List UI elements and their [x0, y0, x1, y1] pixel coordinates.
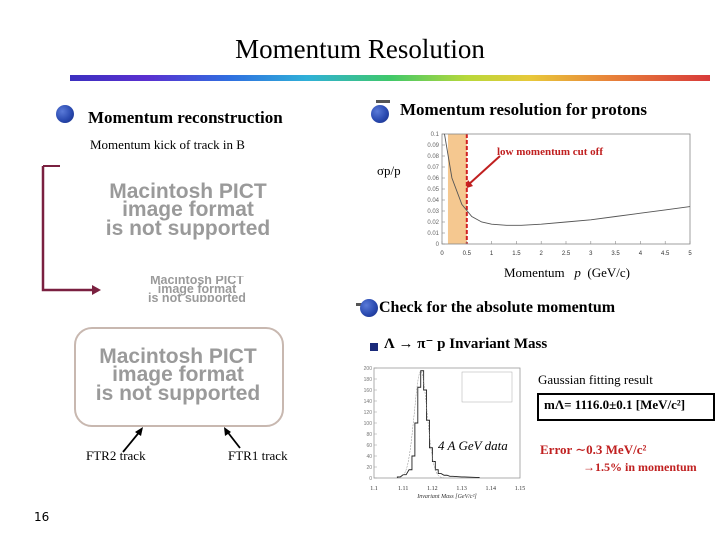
y-tick-label: 0.05 — [427, 187, 439, 193]
ftr2-label: FTR2 track — [86, 448, 146, 463]
x-tick-label: 1.13 — [456, 486, 467, 492]
percent-label: →1.5% in momentum — [583, 460, 697, 474]
y-tick-label: 0.07 — [427, 165, 439, 171]
histogram-bars — [396, 370, 480, 478]
plot-frame — [373, 367, 521, 479]
x-tick-label: 1.12 — [427, 486, 438, 492]
pict-placeholder-bottom: Macintosh PICT image format is not support… — [95, 345, 261, 405]
y-tick-label: 160 — [364, 388, 373, 394]
y-tick-label: 140 — [364, 399, 373, 405]
hist-xaxis-label: Invariant Mass [GeV/c²] — [416, 494, 477, 500]
y-tick-label: 120 — [364, 410, 373, 416]
y-tick-label: 20 — [366, 465, 372, 471]
pict-placeholder-mid: Macintosh PICT image format is not support… — [148, 276, 246, 302]
mass-result-box — [537, 393, 715, 421]
y-tick-label: 200 — [364, 366, 373, 372]
title-divider — [70, 75, 710, 81]
cutoff-label: low momentum cut off — [497, 146, 604, 158]
x-tick-label: 0.5 — [463, 251, 472, 257]
right-heading: Momentum resolution for protons — [400, 100, 647, 119]
y-tick-label: 0.02 — [427, 220, 439, 226]
pict-frame — [74, 327, 284, 427]
y-tick-label: 0.06 — [427, 176, 439, 182]
y-tick-label: 0.01 — [427, 231, 439, 237]
x-tick-label: 1.15 — [515, 486, 526, 492]
x-tick-label: 1 — [490, 251, 494, 257]
slide-title: Momentum Resolution — [235, 34, 485, 64]
error-label: Error ∼0.3 MeV/c² — [540, 442, 647, 457]
y-tick-label: 0.03 — [427, 209, 439, 215]
left-subheading: Momentum kick of track in B — [90, 137, 245, 152]
heading-mark — [376, 100, 390, 103]
momentum-xlabel: Momentum p (GeV/c) — [504, 265, 631, 280]
y-tick-label: 0.08 — [427, 154, 439, 160]
invariant-mass-title: Λ → π⁻ p Invariant Mass — [384, 336, 548, 352]
y-tick-label: 40 — [366, 454, 372, 460]
x-tick-label: 0 — [440, 251, 444, 257]
y-tick-label: 0.04 — [427, 198, 439, 204]
resolution-ylabel: σp/p — [377, 163, 401, 178]
x-tick-label: 1.5 — [512, 251, 521, 257]
y-tick-label: 0 — [369, 476, 372, 482]
data-label: 4 A GeV data — [438, 438, 508, 453]
bullet-icon — [56, 105, 74, 123]
check-heading: Check for the absolute momentum — [379, 299, 616, 316]
y-tick-label: 0.1 — [431, 132, 440, 138]
resolution-curve — [444, 133, 691, 226]
x-tick-label: 1.11 — [398, 486, 408, 492]
x-tick-label: 4 — [639, 251, 643, 257]
square-bullet-icon — [370, 343, 378, 351]
plot-frame — [441, 133, 691, 245]
pict-placeholder-top: Macintosh PICT image format is not support… — [105, 180, 271, 240]
x-tick-label: 2 — [540, 251, 544, 257]
x-tick-label: 4.5 — [661, 251, 670, 257]
y-tick-label: 100 — [364, 421, 373, 427]
y-tick-label: 60 — [366, 443, 372, 449]
mass-result: mΛ= 1116.0±0.1 [MeV/c²] — [544, 397, 686, 412]
x-tick-label: 3.5 — [611, 251, 620, 257]
left-heading: Momentum reconstruction — [88, 108, 283, 127]
resolution-chart: 0 0.01 0.02 0.03 0.04 0.05 0.06 0.07 0.08 0.09 0.1… — [427, 132, 692, 257]
x-tick-label: 2.5 — [562, 251, 571, 257]
cutoff-region — [447, 134, 467, 244]
invariant-mass-histogram: 0 20 40 60 80 100 120 140 160 180 200 1.1 1.11 1.12 1.… — [364, 366, 526, 500]
x-tick-label: 5 — [688, 251, 692, 257]
y-tick-label: 0 — [436, 242, 440, 248]
y-tick-label: 180 — [364, 377, 373, 383]
y-tick-label: 80 — [366, 432, 372, 438]
bullet-icon — [360, 299, 378, 317]
bullet-icon — [371, 105, 389, 123]
y-tick-label: 0.09 — [427, 143, 439, 149]
fit-label: Gaussian fitting result — [538, 372, 653, 387]
x-tick-label: 1.14 — [486, 486, 497, 492]
gaussian-fit-curve — [397, 370, 445, 479]
x-tick-label: 1.1 — [370, 486, 378, 492]
ftr1-label: FTR1 track — [228, 448, 288, 463]
stats-box — [461, 371, 513, 403]
page-number: 16 — [34, 510, 50, 524]
x-tick-label: 3 — [589, 251, 593, 257]
